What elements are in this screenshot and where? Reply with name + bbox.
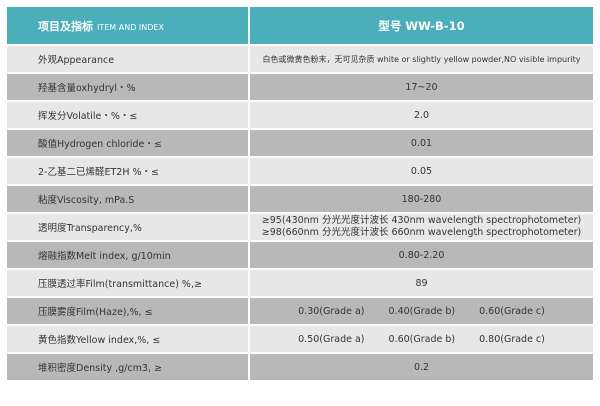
table-row: 酸值Hydrogen chloride・≤ 0.01 [5,128,595,158]
row-label: 压膜雾度Film(Haze),%, ≤ [5,296,250,326]
table-row: 压膜透过率Film(transmittance) %,≥ 89 [5,268,595,298]
row-value: 0.80-2.20 [248,240,595,270]
table-row: 2-乙基二已烯醛ET2H %・≤ 0.05 [5,156,595,186]
header-model: 型号 WW-B-10 [248,5,595,46]
row-value: 89 [248,268,595,298]
row-value: 0.2 [248,352,595,382]
grade-c: 0.80(Grade c) [479,333,545,345]
table-row: 羟基含量oxhydryl・% 17~20 [5,72,595,102]
table-row: 熔融指数Melt index, g/10min 0.80-2.20 [5,240,595,270]
header-item-en: ITEM AND INDEX [97,22,164,32]
row-value: 180-280 [248,184,595,214]
grade-c: 0.60(Grade c) [479,305,545,317]
table-row: 粘度Viscosity, mPa.S 180-280 [5,184,595,214]
table-row: 黄色指数Yellow index,%, ≤ 0.50(Grade a) 0.60(G… [5,324,595,354]
row-label: 熔融指数Melt index, g/10min [5,240,250,270]
row-label: 堆积密度Density ,g/cm3, ≥ [5,352,250,382]
row-value: 0.50(Grade a) 0.60(Grade b) 0.80(Grade c) [248,324,595,354]
grade-b: 0.60(Grade b) [388,333,456,345]
spec-table: 项目及指标 ITEM AND INDEX 型号 WW-B-10 外观Appeara… [5,5,595,382]
table-row: 透明度Transparency,% ≥95(430nm 分光光度计波长 430nm… [5,212,595,242]
row-label: 黄色指数Yellow index,%, ≤ [5,324,250,354]
table-row: 压膜雾度Film(Haze),%, ≤ 0.30(Grade a) 0.40(Gra… [5,296,595,326]
row-value: 0.30(Grade a) 0.40(Grade b) 0.60(Grade c) [248,296,595,326]
row-label: 外观Appearance [5,44,250,74]
row-label: 粘度Viscosity, mPa.S [5,184,250,214]
transparency-660: ≥98(660nm 分光光度计波长 660nm wavelength spect… [261,227,582,238]
header-row: 项目及指标 ITEM AND INDEX 型号 WW-B-10 [5,5,595,46]
table-row: 外观Appearance 白色或微黄色粉末，无可见杂质 white or slig… [5,44,595,74]
header-item: 项目及指标 ITEM AND INDEX [5,5,250,46]
row-label: 2-乙基二已烯醛ET2H %・≤ [5,156,250,186]
row-value: 白色或微黄色粉末，无可见杂质 white or slightly yellow … [248,44,595,74]
row-label: 酸值Hydrogen chloride・≤ [5,128,250,158]
row-label: 透明度Transparency,% [5,212,250,242]
row-value: 17~20 [248,72,595,102]
header-item-cn: 项目及指标 [38,19,93,33]
transparency-430: ≥95(430nm 分光光度计波长 430nm wavelength spect… [261,215,582,226]
table-row: 堆积密度Density ,g/cm3, ≥0.2 [5,352,595,382]
table-row: 挥发分Volatile・%・≤ 2.0 [5,100,595,130]
row-label: 压膜透过率Film(transmittance) %,≥ [5,268,250,298]
row-value: 0.01 [248,128,595,158]
grade-b: 0.40(Grade b) [388,305,456,317]
row-value-text: 白色或微黄色粉末，无可见杂质 white or slightly yellow … [262,54,581,64]
row-value: 2.0 [248,100,595,130]
row-label: 挥发分Volatile・%・≤ [5,100,250,130]
row-label: 羟基含量oxhydryl・% [5,72,250,102]
grade-a: 0.50(Grade a) [298,333,365,345]
row-value: ≥95(430nm 分光光度计波长 430nm wavelength spect… [248,212,595,242]
row-value: 0.05 [248,156,595,186]
grade-a: 0.30(Grade a) [298,305,365,317]
